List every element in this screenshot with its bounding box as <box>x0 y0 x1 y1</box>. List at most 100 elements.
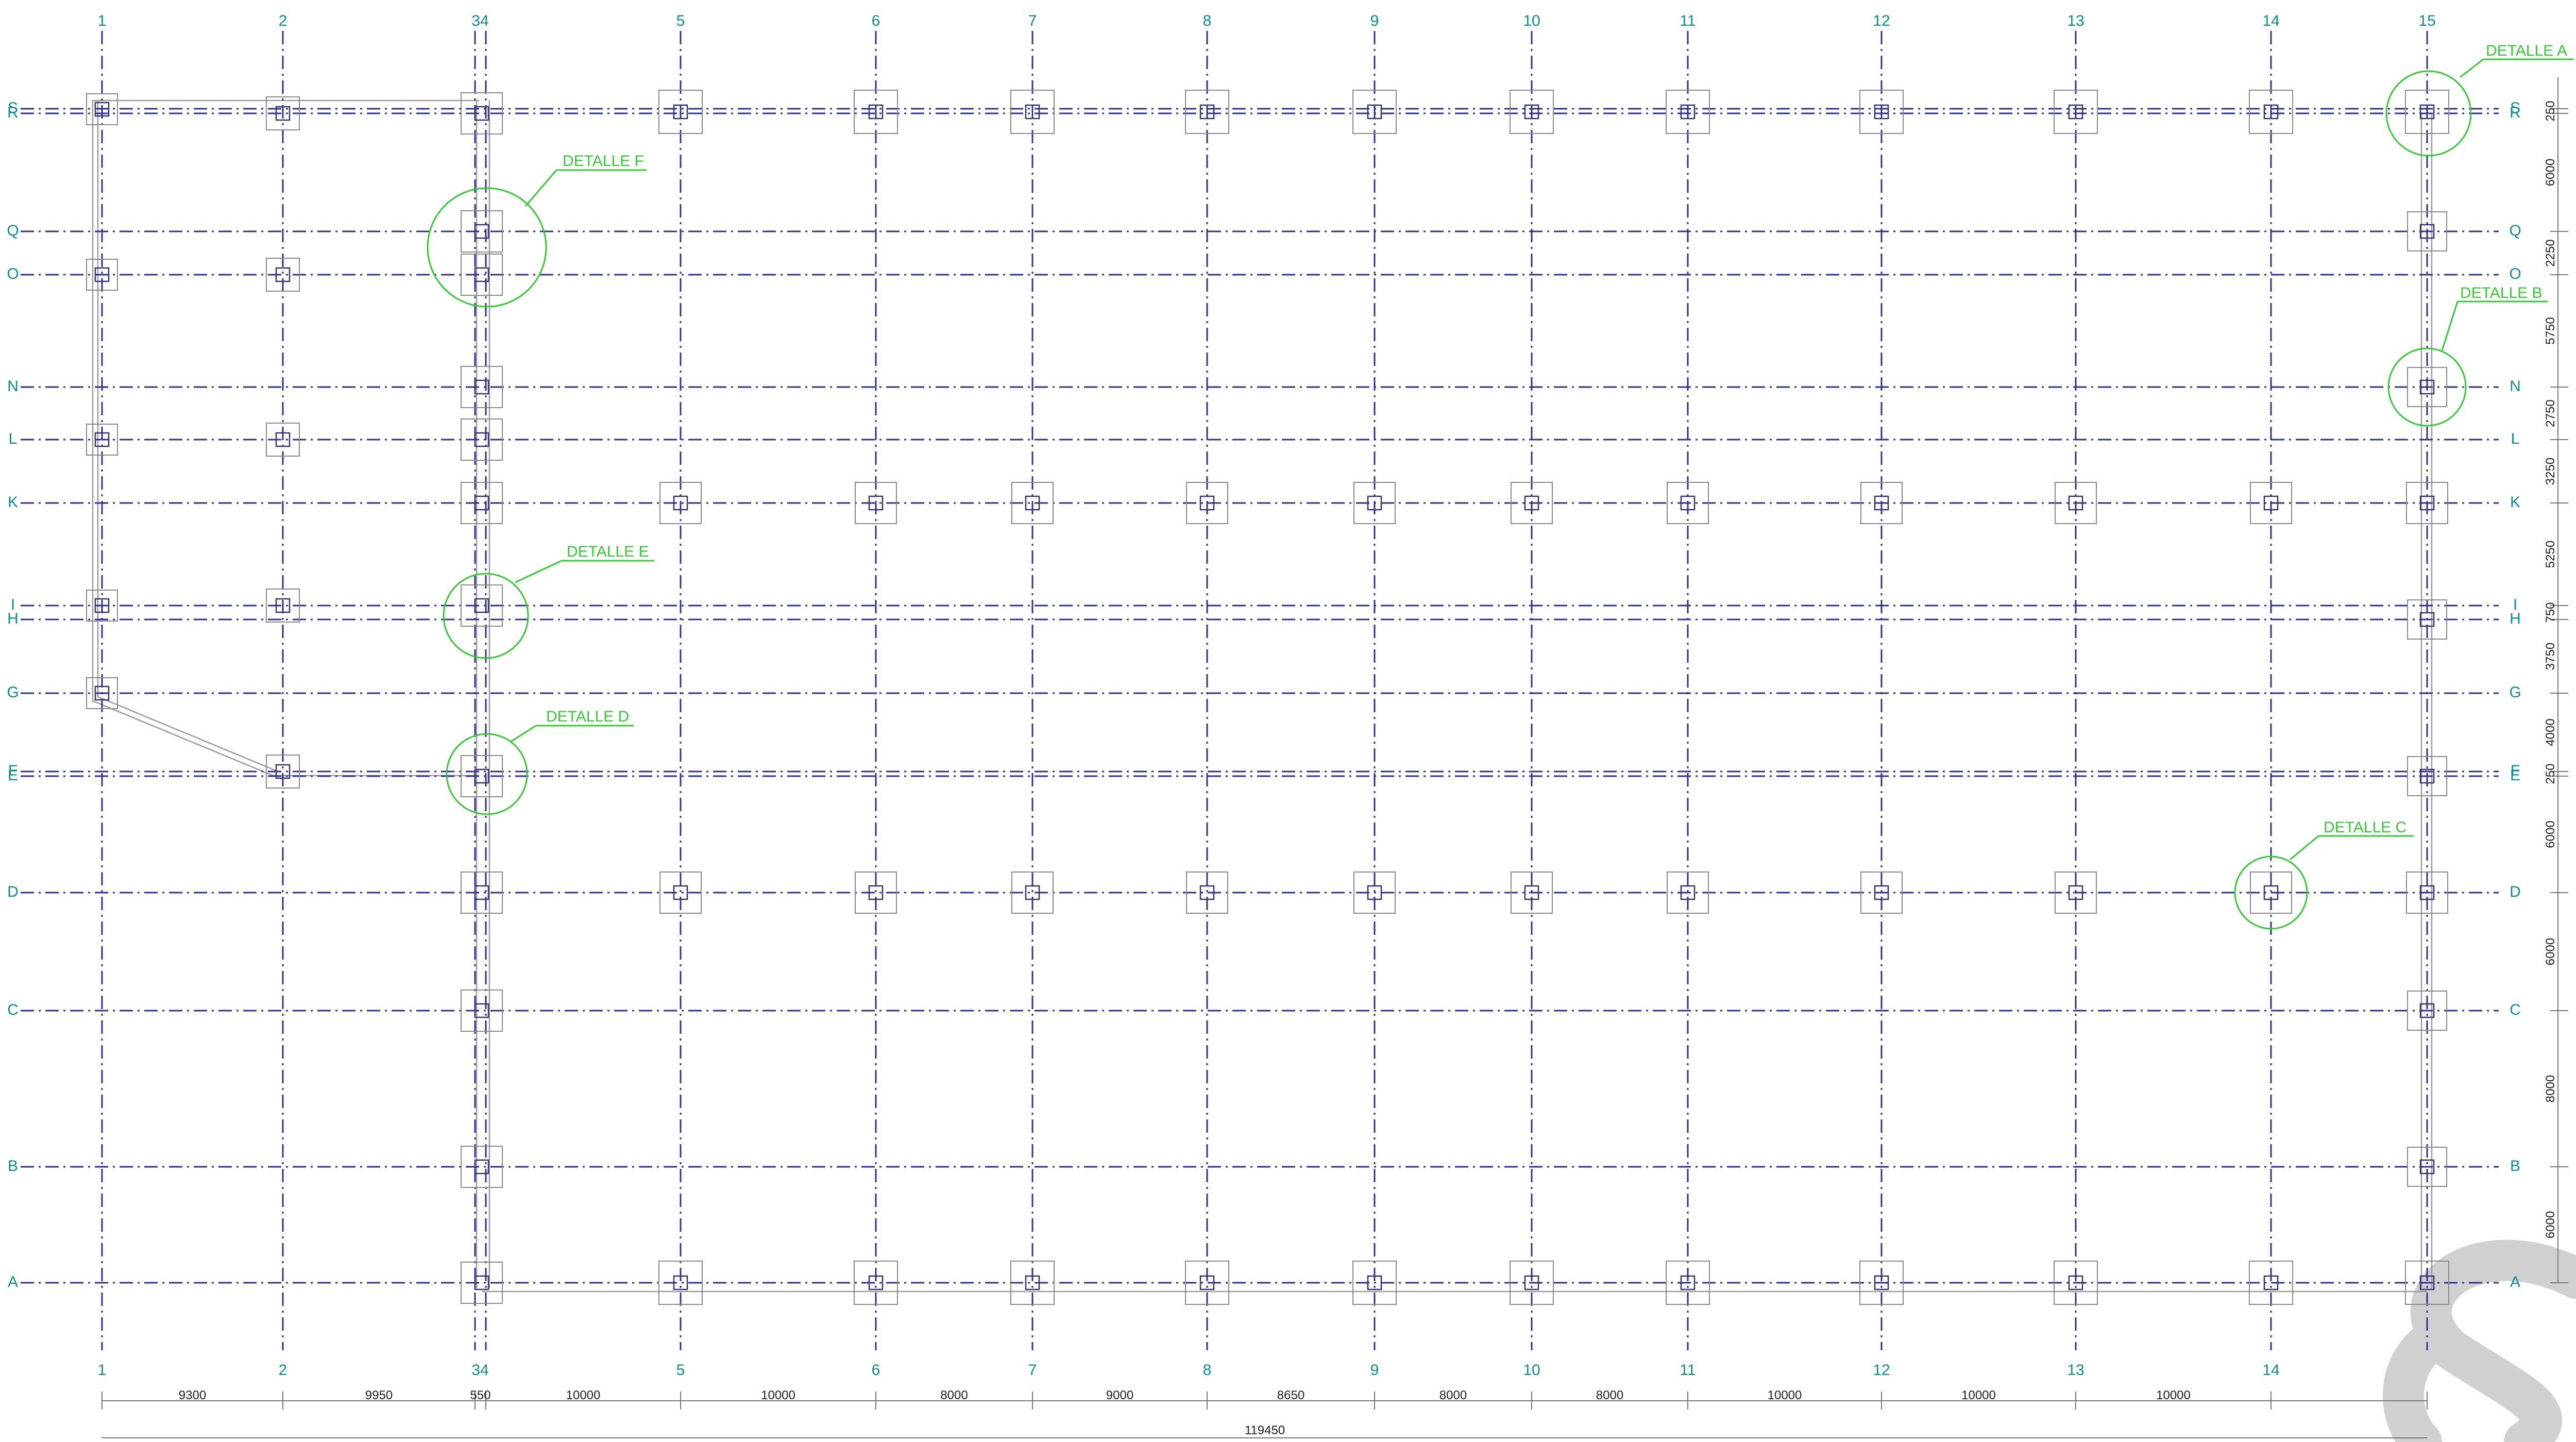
footing-pad <box>658 90 703 134</box>
x-dimension-11: 10000 <box>1961 1388 1996 1402</box>
footing-pad <box>2250 871 2292 914</box>
row-label-right-H: H <box>2510 610 2521 627</box>
detail-callout-detalle-f: DETALLE F <box>427 153 647 308</box>
column-section <box>1025 104 1040 120</box>
column-section <box>2263 1275 2279 1290</box>
dimension-lines: 9300 9950 550 10000 10000 8000 9000 8650 8000 800… <box>101 77 2568 1438</box>
pad-outline <box>266 96 300 130</box>
pad-outline <box>461 366 503 408</box>
pad-outline <box>2055 871 2097 914</box>
detail-circle <box>427 187 547 308</box>
y-dimension-7: 750 <box>2544 602 2557 623</box>
footing-pad <box>1010 90 1055 134</box>
pad-outline <box>854 90 898 134</box>
pad-outline <box>1011 871 1054 914</box>
pad-outline <box>86 590 118 622</box>
pad-outline <box>854 1261 898 1305</box>
column-section <box>868 885 884 900</box>
column-section <box>1025 1275 1040 1290</box>
bottom-column-label-1: 1 <box>98 1362 107 1379</box>
pad-outline <box>1353 871 1396 914</box>
footing-pad <box>1011 482 1054 524</box>
column-section <box>474 106 489 121</box>
column-section <box>2263 104 2279 120</box>
row-label-right-B: B <box>2510 1158 2520 1175</box>
column-section <box>2419 104 2435 120</box>
footing-pad <box>2054 1261 2098 1305</box>
detail-label: DETALLE F <box>563 153 644 170</box>
x-dimension-4: 10000 <box>761 1388 795 1402</box>
pad-outline <box>2407 211 2447 251</box>
top-column-label-12: 12 <box>1873 12 1890 29</box>
x-dimension-10: 10000 <box>1768 1388 1802 1402</box>
pad-outline <box>1353 482 1396 524</box>
detail-circle <box>2385 70 2472 157</box>
column-section <box>868 495 884 511</box>
row-label-left-O: O <box>7 265 19 282</box>
column-section <box>1524 885 1539 900</box>
bottom-column-label-5: 5 <box>676 1362 685 1379</box>
column-section <box>2419 224 2435 239</box>
column-section <box>1199 104 1215 120</box>
column-section <box>2068 104 2083 120</box>
row-label-right-G: G <box>2509 684 2521 701</box>
y-dimension-0: 250 <box>2544 100 2557 121</box>
pad-outline <box>1667 871 1709 914</box>
detail-callout-detalle-c: DETALLE C <box>2234 819 2414 930</box>
column-section <box>2419 885 2435 900</box>
column-section <box>94 685 110 701</box>
pad-outline <box>461 254 503 296</box>
detail-leader <box>510 725 536 743</box>
row-label-right-F: F <box>2511 762 2520 779</box>
column-section <box>1367 1275 1382 1290</box>
detail-label: DETALLE B <box>2460 284 2543 301</box>
pad-outline <box>2407 367 2447 407</box>
pad-outline <box>2407 756 2447 796</box>
column-section <box>1199 1275 1215 1290</box>
footing-pad <box>2407 599 2447 640</box>
y-dimension-4: 2750 <box>2544 399 2557 427</box>
detail-leader <box>2441 301 2459 351</box>
x-total-dimension: 119450 <box>1245 1423 1285 1437</box>
detail-callouts: DETALLE A DETALLE B DETALLE C DETALLE D DETA… <box>427 42 2573 930</box>
footing-pad <box>86 677 118 709</box>
detail-label: DETALLE C <box>2324 819 2406 836</box>
pad-outline <box>266 589 300 623</box>
column-section <box>1524 1275 1539 1290</box>
pad-outline <box>658 1261 703 1305</box>
footing-pad <box>855 871 897 914</box>
footing-pad <box>1666 90 1710 134</box>
footing-pad <box>1860 871 1903 914</box>
beam-west <box>92 100 479 777</box>
column-section <box>1680 495 1696 511</box>
footing-pad <box>461 990 503 1032</box>
footing-pad <box>461 755 503 797</box>
detail-leader <box>515 560 562 583</box>
footing-pad <box>266 589 300 623</box>
footing-pad <box>1353 871 1396 914</box>
footing-pad <box>659 482 702 524</box>
detail-leader <box>2290 835 2319 861</box>
row-label-right-D: D <box>2510 883 2521 900</box>
top-column-label-2: 2 <box>279 12 287 29</box>
y-dimension-10: 250 <box>2544 763 2557 784</box>
row-label-left-E: E <box>8 767 18 784</box>
footing-pad <box>2055 871 2097 914</box>
pad-outline <box>2250 482 2292 524</box>
column-section <box>1524 104 1539 120</box>
column-section <box>1199 495 1215 511</box>
footing-pads <box>86 90 2449 1305</box>
row-label-left-C: C <box>7 1001 19 1018</box>
top-column-label-11: 11 <box>1680 12 1696 29</box>
detail-callout-detalle-a: DETALLE A <box>2385 42 2573 157</box>
footing-pad <box>1185 1261 1229 1305</box>
pad-outline <box>86 93 118 125</box>
column-section <box>1680 1275 1696 1290</box>
column-section <box>275 267 291 282</box>
x-dimension-6: 9000 <box>1106 1388 1133 1402</box>
footing-pad <box>1666 1261 1710 1305</box>
x-dimension-5: 8000 <box>940 1388 968 1402</box>
bottom-column-label-7: 7 <box>1028 1362 1037 1379</box>
pad-outline <box>2250 871 2292 914</box>
y-dimension-1: 6000 <box>2544 159 2557 186</box>
